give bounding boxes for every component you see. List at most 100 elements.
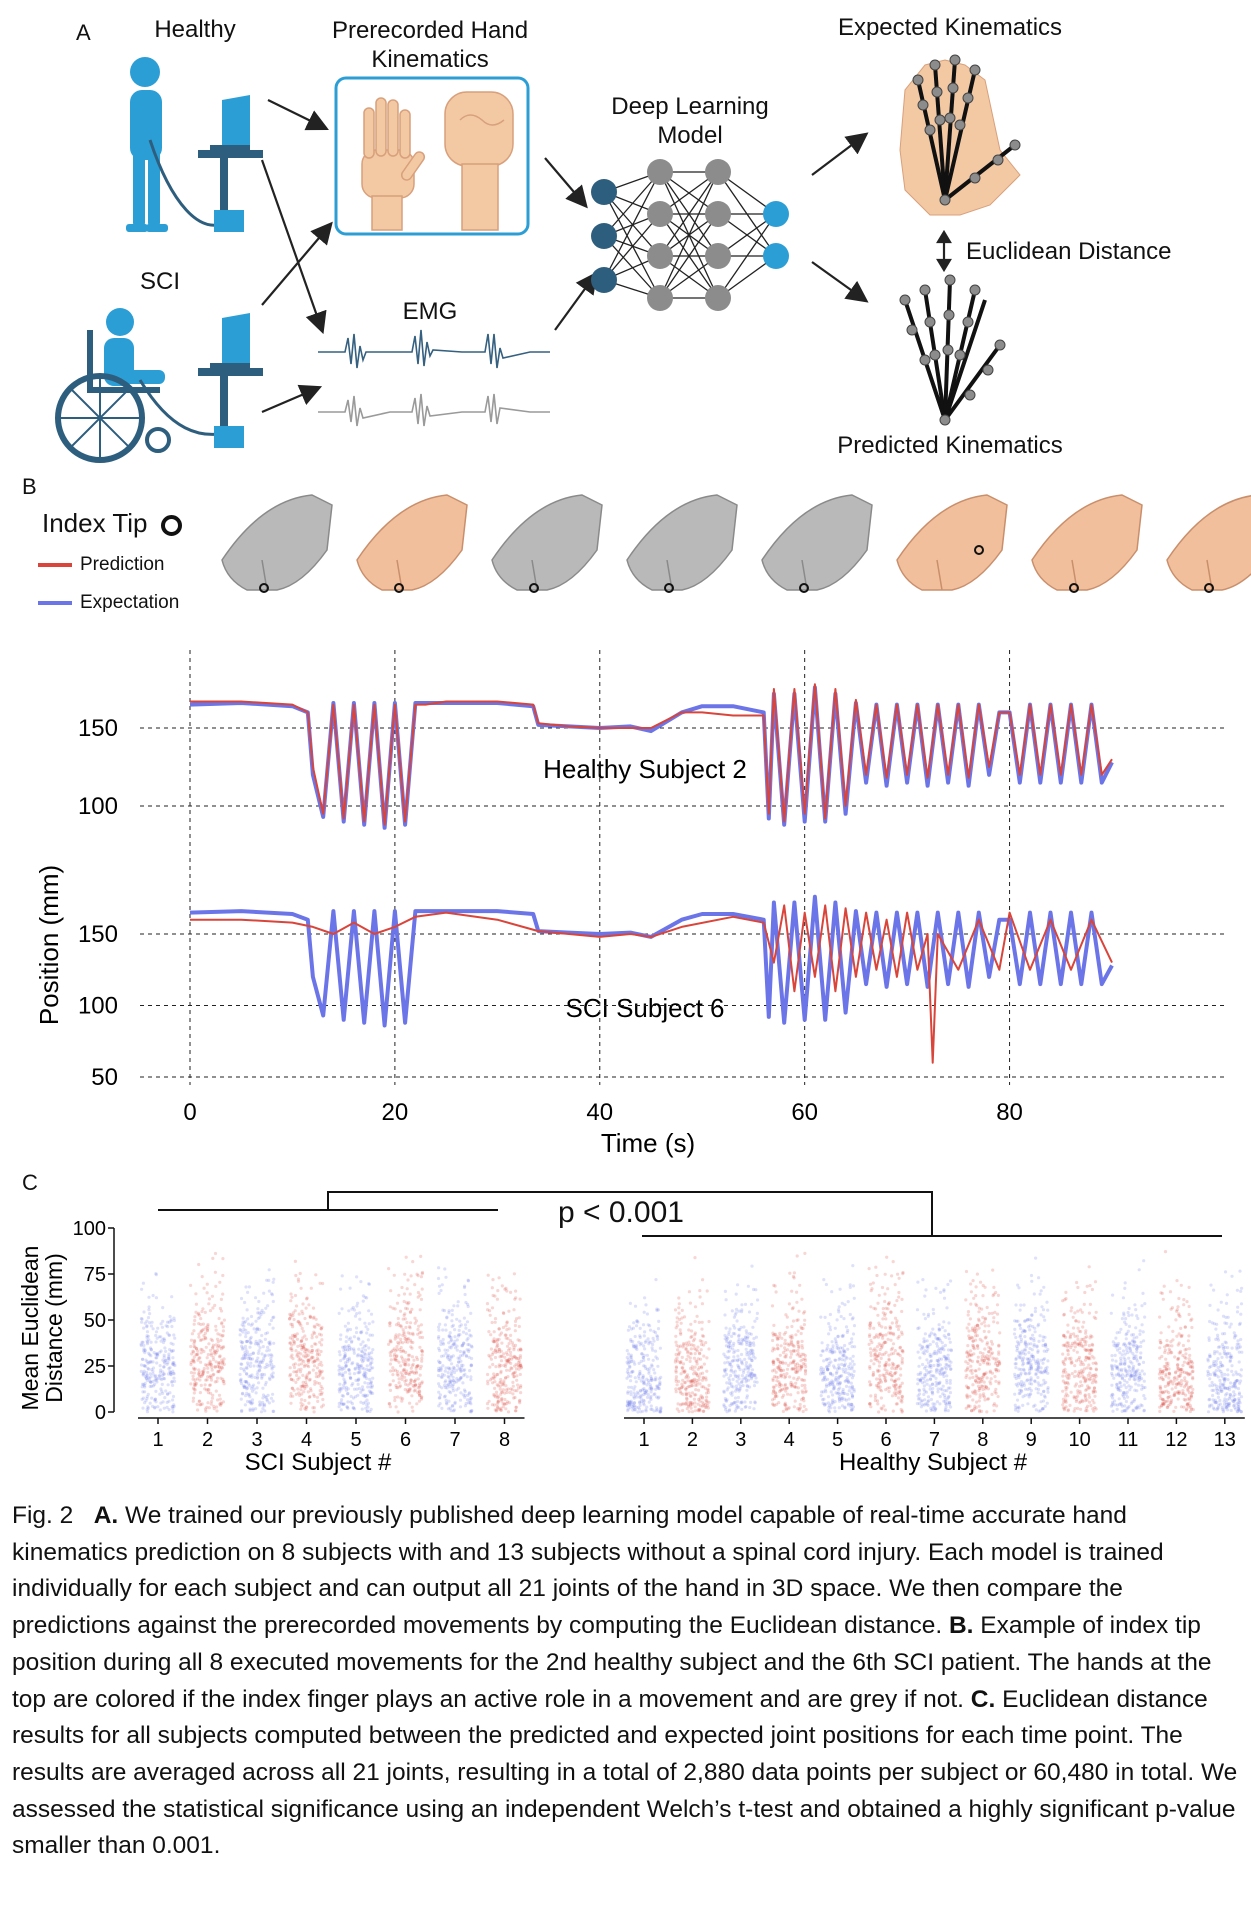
- data-point: [625, 1349, 629, 1353]
- data-point: [851, 1354, 855, 1358]
- data-point: [172, 1376, 176, 1380]
- data-point: [419, 1254, 423, 1258]
- c-y-tick-75: 75: [84, 1264, 106, 1286]
- data-point: [240, 1357, 244, 1361]
- data-point: [209, 1363, 213, 1367]
- data-point: [868, 1366, 872, 1370]
- data-point: [243, 1385, 247, 1389]
- data-point: [627, 1352, 631, 1356]
- data-point: [312, 1364, 317, 1368]
- data-point: [633, 1304, 638, 1308]
- data-point: [1093, 1394, 1097, 1398]
- data-point: [694, 1393, 698, 1397]
- data-point: [682, 1370, 686, 1374]
- data-point: [399, 1349, 403, 1354]
- data-point: [263, 1409, 267, 1413]
- data-point: [848, 1312, 852, 1317]
- data-point: [142, 1347, 146, 1351]
- data-point: [934, 1376, 938, 1380]
- data-point: [889, 1352, 894, 1356]
- data-point: [488, 1365, 492, 1369]
- data-point: [356, 1363, 360, 1367]
- data-point: [1039, 1358, 1043, 1362]
- data-point: [1088, 1371, 1092, 1375]
- data-point: [164, 1358, 168, 1362]
- data-point: [867, 1342, 871, 1346]
- data-point: [625, 1355, 629, 1360]
- data-point: [145, 1373, 149, 1377]
- data-point: [722, 1390, 726, 1394]
- data-point: [931, 1340, 935, 1344]
- data-point: [149, 1359, 153, 1364]
- data-point: [1017, 1286, 1021, 1290]
- data-point: [201, 1369, 205, 1373]
- data-point: [876, 1384, 880, 1388]
- data-point: [406, 1337, 410, 1341]
- data-point: [452, 1304, 456, 1308]
- data-point: [299, 1388, 303, 1392]
- data-point: [299, 1384, 303, 1388]
- data-point: [303, 1407, 307, 1411]
- data-point: [1021, 1403, 1025, 1407]
- data-point: [948, 1391, 953, 1395]
- data-point: [289, 1299, 293, 1303]
- data-point: [900, 1349, 904, 1353]
- data-point: [705, 1289, 709, 1293]
- data-point: [1088, 1377, 1092, 1381]
- data-point: [995, 1404, 999, 1408]
- data-point: [1075, 1374, 1079, 1378]
- data-point: [145, 1325, 149, 1329]
- data-point: [418, 1390, 422, 1394]
- data-point: [628, 1406, 632, 1410]
- data-point: [344, 1340, 348, 1344]
- data-point: [462, 1388, 467, 1392]
- data-point: [819, 1315, 823, 1319]
- data-point: [797, 1376, 801, 1380]
- data-point: [949, 1405, 953, 1409]
- data-point: [342, 1377, 346, 1381]
- data-point: [820, 1341, 824, 1345]
- data-point: [938, 1290, 943, 1294]
- data-point: [192, 1355, 196, 1359]
- data-point: [1013, 1362, 1017, 1366]
- data-point: [848, 1357, 853, 1361]
- data-point: [363, 1295, 367, 1299]
- data-point: [945, 1374, 949, 1378]
- data-point: [340, 1366, 344, 1370]
- data-point: [141, 1373, 145, 1377]
- data-point: [367, 1353, 371, 1357]
- data-point: [349, 1376, 353, 1380]
- data-point: [162, 1337, 166, 1341]
- data-point: [943, 1343, 948, 1347]
- healthy-subject-1-points: [625, 1278, 663, 1414]
- data-point: [213, 1352, 217, 1356]
- data-point: [411, 1340, 415, 1345]
- data-point: [266, 1304, 270, 1308]
- data-point: [189, 1360, 193, 1365]
- data-point: [494, 1365, 498, 1369]
- data-point: [790, 1289, 794, 1293]
- data-point: [290, 1322, 294, 1327]
- data-point: [1121, 1349, 1126, 1353]
- data-point: [257, 1328, 261, 1332]
- data-point: [725, 1381, 729, 1385]
- data-point: [412, 1385, 416, 1389]
- data-point: [771, 1338, 775, 1343]
- data-point: [784, 1408, 789, 1412]
- data-point: [642, 1358, 646, 1362]
- data-point: [417, 1389, 421, 1393]
- data-point: [519, 1391, 523, 1395]
- data-point: [1082, 1302, 1086, 1306]
- data-point: [248, 1364, 253, 1368]
- data-point: [1127, 1364, 1131, 1368]
- data-point: [417, 1392, 421, 1396]
- data-point: [737, 1341, 741, 1345]
- data-point: [844, 1325, 849, 1329]
- data-point: [744, 1347, 748, 1351]
- data-point: [1140, 1323, 1144, 1327]
- data-point: [992, 1285, 996, 1289]
- data-point: [406, 1278, 410, 1282]
- data-point: [1061, 1374, 1065, 1378]
- data-point: [965, 1373, 969, 1377]
- data-point: [490, 1403, 494, 1407]
